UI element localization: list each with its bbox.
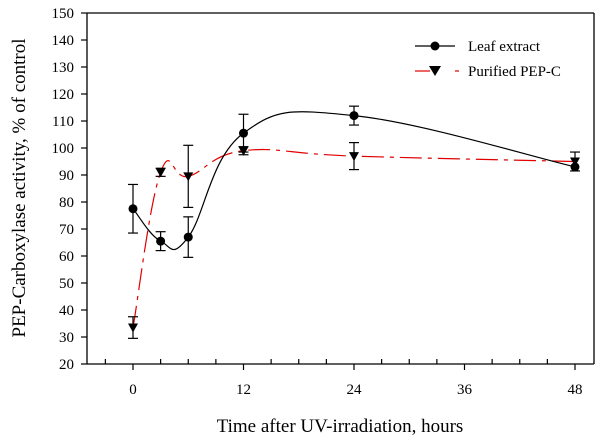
y-axis-title: PEP-Carboxylase activity, % of control xyxy=(9,38,30,337)
y-tick-label: 120 xyxy=(52,87,75,103)
y-tick-label: 130 xyxy=(52,60,75,76)
legend-marker-circle-icon xyxy=(430,41,440,51)
legend-label-purified-pep-c: Purified PEP-C xyxy=(468,64,561,80)
x-tick-label: 36 xyxy=(457,382,473,398)
x-tick-label: 0 xyxy=(129,382,137,398)
y-tick-label: 50 xyxy=(59,276,74,292)
y-tick-label: 110 xyxy=(52,114,74,130)
series-line-purified-pep-c xyxy=(132,148,576,328)
plot-frame xyxy=(86,12,595,365)
y-tick-label: 60 xyxy=(59,249,74,265)
data-point-circle xyxy=(239,128,248,138)
legend-label-leaf-extract: Leaf extract xyxy=(468,39,541,55)
y-tick-label: 140 xyxy=(52,33,75,49)
x-tick-label: 48 xyxy=(568,382,583,398)
legend-item-purified-pep-c: Purified PEP-C xyxy=(415,64,561,80)
data-point-circle xyxy=(349,111,359,121)
legend-marker-triangle-down-icon xyxy=(429,66,441,76)
data-point-triangle-down xyxy=(570,157,580,167)
legend-item-leaf-extract: Leaf extract xyxy=(415,39,541,55)
series-leaf-extract xyxy=(128,105,580,258)
y-tick-label: 150 xyxy=(52,6,75,22)
series-layer xyxy=(128,105,580,339)
y-tick-label: 90 xyxy=(59,168,74,184)
x-axis-ticks: 0 12 24 36 48 xyxy=(104,359,583,398)
data-point-triangle-down xyxy=(128,323,138,333)
y-axis-ticks: 20 30 40 50 60 70 80 90 100 110 120 130 140 150 xyxy=(52,6,87,373)
series-purified-pep-c xyxy=(128,142,580,339)
data-point-circle xyxy=(156,236,166,246)
legend: Leaf extract Purified PEP-C xyxy=(415,39,561,80)
data-point-circle xyxy=(128,204,138,214)
data-point-circle xyxy=(183,232,193,242)
data-point-circle xyxy=(570,162,580,172)
y-tick-label: 80 xyxy=(59,195,74,211)
x-tick-label: 12 xyxy=(236,382,251,398)
x-axis-title: Time after UV-irradiation, hours xyxy=(217,416,464,437)
x-tick-label: 24 xyxy=(347,382,363,398)
y-tick-label: 100 xyxy=(52,141,75,157)
y-tick-label: 40 xyxy=(59,303,74,319)
data-point-triangle-down xyxy=(183,172,194,182)
data-point-triangle-down xyxy=(155,168,166,178)
y-tick-label: 70 xyxy=(59,222,74,238)
y-tick-label: 30 xyxy=(59,330,74,346)
data-point-triangle-down xyxy=(349,152,359,162)
series-line-leaf-extract xyxy=(132,111,576,250)
y-tick-label: 20 xyxy=(59,357,74,373)
